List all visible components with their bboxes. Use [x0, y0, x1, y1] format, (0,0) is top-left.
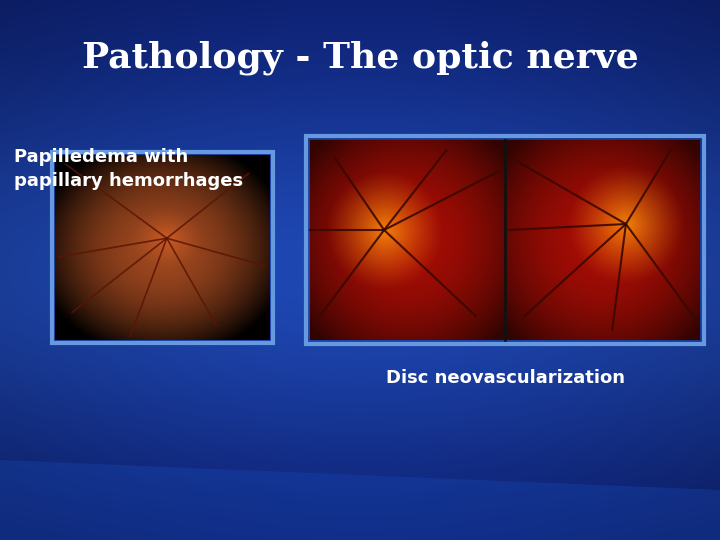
Bar: [306, 136, 704, 344]
Text: Disc neovascularization: Disc neovascularization: [385, 369, 624, 387]
Text: Papilledema with
papillary hemorrhages: Papilledema with papillary hemorrhages: [14, 148, 243, 190]
Bar: [52, 152, 273, 343]
Polygon shape: [0, 460, 720, 540]
Text: Pathology - The optic nerve: Pathology - The optic nerve: [81, 40, 639, 75]
